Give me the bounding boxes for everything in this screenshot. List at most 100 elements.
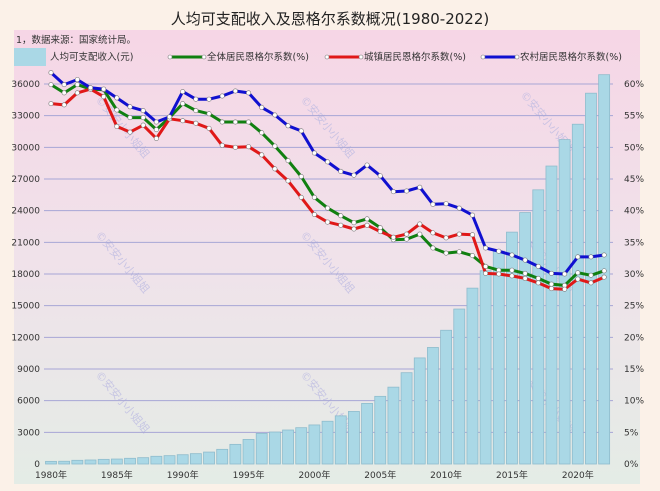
legend-label-income: 人均可支配收入(元) [50, 51, 133, 63]
income-bar [255, 432, 268, 465]
x-tick-label: 1990年 [167, 469, 199, 481]
x-tick-label: 2000年 [298, 469, 330, 481]
y-right-tick-label: 15% [624, 365, 644, 375]
rural-engel-point [535, 263, 541, 269]
urban-engel-point [259, 152, 265, 158]
income-bar [413, 357, 426, 465]
overall-engel-point [219, 119, 225, 125]
urban-engel-point [456, 231, 462, 237]
rural-engel-point [272, 112, 278, 118]
y-right-tick-label: 30% [624, 270, 644, 280]
income-bar [321, 420, 334, 465]
income-bar [361, 403, 373, 465]
overall-engel-point [180, 101, 186, 107]
overall-engel-point [430, 245, 436, 251]
y-left-tick-label: 6000 [17, 397, 40, 407]
legend-marker [514, 54, 520, 60]
urban-engel-point [246, 144, 252, 150]
rural-engel-point [351, 172, 357, 178]
y-left-tick-label: 0 [34, 460, 40, 470]
income-bar [203, 451, 215, 465]
overall-engel-point [535, 275, 541, 281]
overall-engel-point [522, 270, 528, 276]
urban-engel-point [232, 144, 238, 150]
overall-engel-point [127, 115, 133, 121]
y-right-tick-label: 60% [624, 80, 644, 90]
income-bar [348, 411, 360, 465]
x-tick-label: 2010年 [430, 469, 462, 481]
y-right-tick-label: 10% [624, 397, 644, 407]
chart-title: 人均可支配收入及恩格尔系数概况(1980-2022) [170, 10, 490, 28]
urban-engel-point [193, 120, 199, 126]
urban-engel-point [377, 229, 383, 235]
income-bar [558, 139, 571, 465]
y-right-tick-label: 40% [624, 207, 644, 217]
income-bar [308, 424, 321, 465]
rural-engel-point [246, 90, 252, 96]
overall-engel-point [114, 107, 120, 113]
income-bar [229, 443, 242, 465]
income-bar [97, 458, 110, 465]
income-bar [163, 455, 176, 465]
urban-engel-point [469, 232, 475, 238]
rural-engel-point [140, 108, 146, 114]
rural-engel-point [285, 123, 291, 129]
x-tick-label: 2015年 [496, 469, 528, 481]
overall-engel-point [61, 90, 67, 96]
urban-engel-point [219, 142, 225, 148]
x-tick-label: 1980年 [35, 469, 67, 481]
x-tick-label: 1995年 [233, 469, 265, 481]
axes: 0 0% 3000 5% 6000 10% 9000 15% 12000 20% 15000 25% 1… [11, 80, 644, 481]
y-left-tick-label: 24000 [11, 207, 40, 217]
urban-engel-point [562, 286, 568, 292]
urban-engel-point [535, 280, 541, 286]
rural-engel-point [101, 86, 107, 92]
overall-engel-point [338, 213, 344, 219]
y-left-tick-label: 30000 [11, 143, 40, 153]
overall-engel-point [443, 250, 449, 256]
rural-engel-point [430, 201, 436, 207]
urban-engel-point [443, 235, 449, 241]
rural-engel-point [325, 159, 331, 165]
y-left-tick-label: 15000 [11, 302, 40, 312]
urban-engel-point [548, 286, 554, 292]
legend-swatch-income [14, 48, 46, 66]
urban-engel-point [61, 102, 67, 108]
overall-engel-point [232, 119, 238, 125]
y-left-tick-label: 12000 [11, 333, 40, 343]
rural-engel-point [404, 188, 410, 194]
income-bar [137, 457, 150, 465]
urban-engel-point [601, 274, 607, 280]
income-bar [189, 453, 202, 465]
urban-engel-point [311, 211, 317, 217]
income-bar [45, 460, 57, 465]
legend-label-urban-engel: 城镇居民恩格尔系数(%) [364, 51, 466, 63]
rural-engel-point [417, 184, 423, 190]
urban-engel-point [483, 270, 489, 276]
urban-engel-point [338, 222, 344, 228]
income-bar [110, 458, 123, 465]
legend: 人均可支配收入(元) 全体居民恩格尔系数(%) 城镇居民恩格尔系数(%) 农村居民恩格… [14, 48, 622, 66]
overall-engel-point [483, 263, 489, 269]
rural-engel-point [193, 96, 199, 102]
income-bar [150, 455, 163, 465]
y-left-tick-label: 21000 [11, 238, 40, 248]
y-right-tick-label: 20% [624, 333, 644, 343]
overall-engel-point [153, 127, 159, 133]
legend-marker [480, 54, 486, 60]
y-left-tick-label: 36000 [11, 80, 40, 90]
urban-engel-point [114, 123, 120, 129]
overall-engel-point [311, 194, 317, 200]
y-left-tick-label: 18000 [11, 270, 40, 280]
rural-engel-point [377, 173, 383, 179]
overall-engel-point [206, 111, 212, 117]
income-bar [176, 454, 189, 465]
overall-engel-point [469, 253, 475, 259]
rural-engel-point [232, 88, 238, 94]
urban-engel-point [127, 129, 133, 135]
income-bar [84, 459, 97, 465]
overall-engel-point [404, 236, 410, 242]
rural-engel-point [588, 254, 594, 260]
y-right-tick-label: 35% [624, 238, 644, 248]
